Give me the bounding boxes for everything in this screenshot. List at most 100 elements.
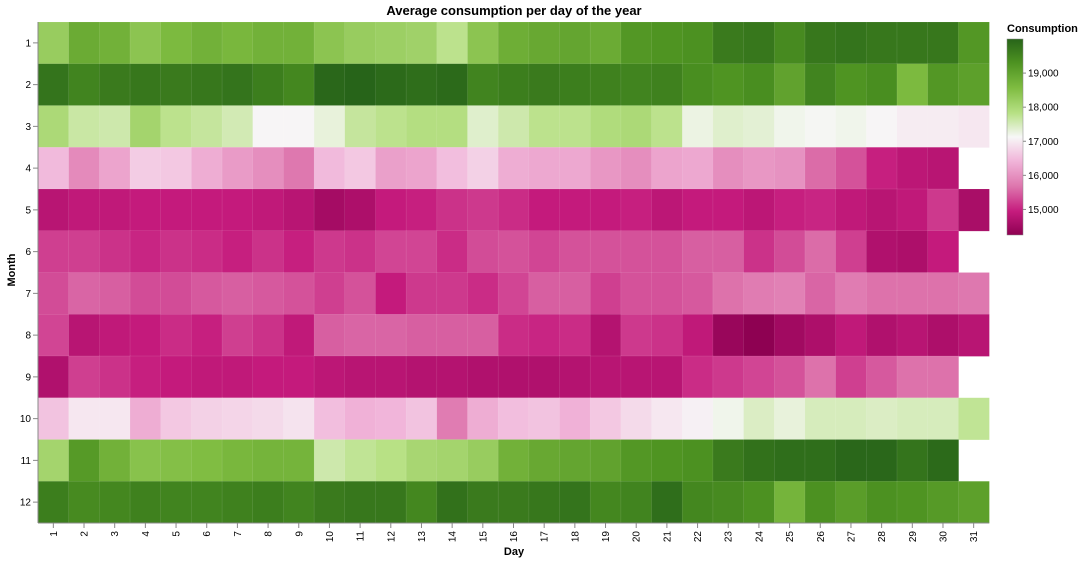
heatmap-cell	[589, 63, 622, 107]
heatmap-cell	[436, 397, 469, 441]
x-tick-label: 28	[877, 531, 888, 543]
heatmap-cell	[467, 272, 499, 315]
heatmap-cell	[252, 147, 285, 190]
heatmap-cell	[774, 21, 806, 65]
heatmap-cell	[651, 355, 683, 399]
x-tick-label: 16	[509, 531, 520, 543]
legend-title: Consumption	[1007, 23, 1078, 35]
heatmap-cell	[866, 63, 898, 107]
heatmap-cell	[283, 147, 315, 190]
x-tick-label: 31	[969, 531, 980, 543]
heatmap-cell	[896, 21, 929, 65]
heatmap-cell	[405, 21, 438, 65]
heatmap-cell	[835, 397, 867, 441]
heatmap-cell	[497, 63, 530, 107]
heatmap-cell	[712, 230, 745, 274]
x-tick-label: 26	[816, 531, 827, 543]
heatmap-cell	[866, 147, 898, 190]
heatmap-cell	[681, 355, 714, 399]
heatmap-cell	[804, 21, 837, 65]
heatmap-cell	[344, 481, 377, 524]
heatmap-cell	[68, 314, 101, 357]
heatmap-cell	[804, 147, 837, 190]
x-tick-label: 3	[110, 531, 121, 537]
x-tick-label: 4	[141, 531, 152, 537]
heatmap-cell	[221, 21, 254, 65]
heatmap-cell	[344, 188, 377, 232]
heatmap-cell	[252, 355, 285, 399]
heatmap-cell	[313, 439, 346, 482]
heatmap-cell	[467, 314, 499, 357]
heatmap-cell	[681, 147, 714, 190]
heatmap-cell	[283, 481, 315, 524]
heatmap-cell	[99, 355, 131, 399]
heatmap-cell	[129, 481, 162, 524]
heatmap-cell	[927, 188, 959, 232]
heatmap-cell	[467, 188, 499, 232]
heatmap-cell	[497, 355, 530, 399]
heatmap-cell	[712, 439, 745, 482]
heatmap-cell	[375, 481, 407, 524]
heatmap-cell	[160, 105, 193, 148]
heatmap-cell	[589, 188, 622, 232]
heatmap-cell	[497, 314, 530, 357]
heatmap-cell	[405, 481, 438, 524]
heatmap-cell	[927, 63, 959, 107]
heatmap-cell	[866, 481, 898, 524]
heatmap-cell	[651, 105, 683, 148]
heatmap-cell	[160, 481, 193, 524]
heatmap-cell	[160, 147, 193, 190]
heatmap-cell	[528, 105, 561, 148]
heatmap-cell	[313, 314, 346, 357]
heatmap-cell	[68, 105, 101, 148]
heatmap-cell	[743, 397, 775, 441]
heatmap-cell	[620, 272, 653, 315]
x-tick-label: 2	[80, 531, 91, 537]
heatmap-cell	[191, 314, 223, 357]
heatmap-cell	[589, 314, 622, 357]
x-tick-label: 10	[325, 531, 336, 543]
heatmap-cell	[497, 439, 530, 482]
heatmap-cell	[681, 63, 714, 107]
heatmap-cell	[927, 439, 959, 482]
heatmap-cell	[191, 21, 223, 65]
heatmap-cell	[252, 314, 285, 357]
legend-tick-label: 18,000	[1028, 103, 1059, 114]
y-tick-label: 8	[25, 331, 31, 342]
heatmap-cell	[866, 105, 898, 148]
heatmap-cell	[620, 188, 653, 232]
heatmap-cell	[68, 21, 101, 65]
heatmap-cell	[436, 105, 469, 148]
heatmap-cell	[37, 397, 70, 441]
heatmap-cell	[68, 188, 101, 232]
heatmap-cell	[681, 314, 714, 357]
heatmap-cell	[405, 355, 438, 399]
heatmap-cell	[896, 230, 929, 274]
heatmap-cell	[927, 272, 959, 315]
heatmap-cell	[620, 105, 653, 148]
heatmap-cell	[559, 439, 591, 482]
heatmap-cell	[743, 105, 775, 148]
heatmap-cell	[313, 272, 346, 315]
heatmap-cell	[958, 397, 990, 441]
heatmap-cell	[191, 397, 223, 441]
heatmap-cell	[528, 63, 561, 107]
heatmap-cell	[221, 63, 254, 107]
heatmap-cell	[375, 105, 407, 148]
heatmap-cell	[559, 481, 591, 524]
heatmap-cell	[528, 147, 561, 190]
heatmap-cell	[160, 188, 193, 232]
heatmap-cell	[528, 21, 561, 65]
heatmap-cell	[191, 147, 223, 190]
heatmap-cell	[191, 63, 223, 107]
heatmap-cell	[528, 439, 561, 482]
heatmap-cell	[589, 272, 622, 315]
heatmap-cell	[221, 230, 254, 274]
heatmap-cell	[559, 21, 591, 65]
heatmap-cell	[129, 63, 162, 107]
heatmap-cell	[467, 105, 499, 148]
heatmap-cell	[835, 439, 867, 482]
heatmap-cell	[283, 21, 315, 65]
heatmap-cell	[99, 230, 131, 274]
